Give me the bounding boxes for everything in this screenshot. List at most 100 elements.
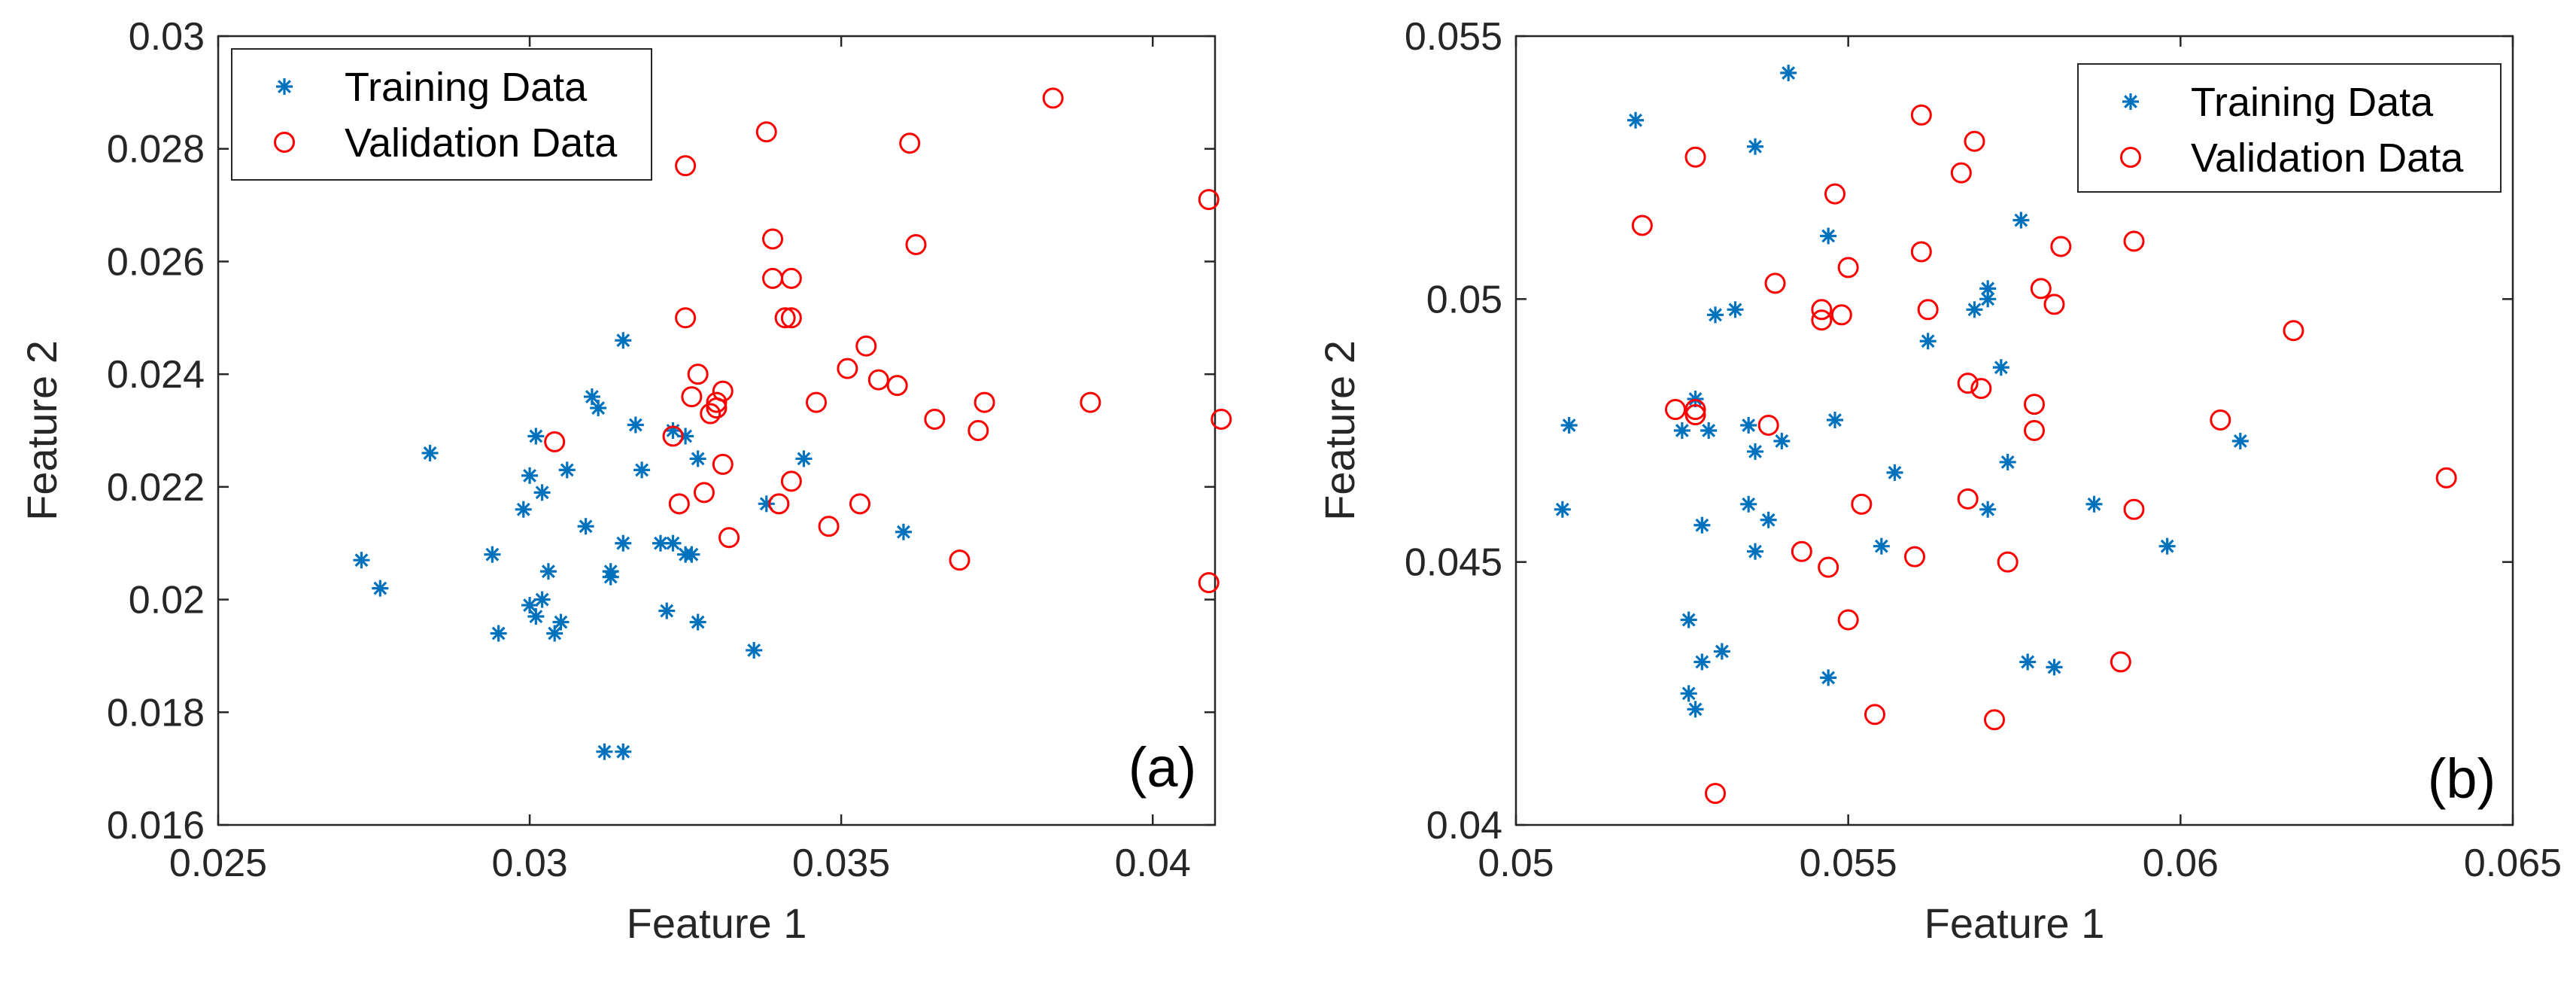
- validation-point: [2050, 236, 2072, 257]
- validation-point: [1904, 546, 1925, 568]
- legend-circle-icon: [274, 132, 295, 153]
- panel-label-b: (b): [2428, 747, 2496, 810]
- training-point: [2085, 495, 2103, 513]
- training-point: [527, 428, 545, 445]
- legend-marker-training-a: [276, 78, 293, 95]
- training-point: [1886, 464, 1903, 481]
- validation-point: [899, 132, 921, 154]
- x-tick-label: 0.03: [491, 841, 567, 885]
- training-point: [1740, 495, 1757, 513]
- validation-point: [2210, 409, 2231, 431]
- training-point: [577, 518, 594, 535]
- validation-point: [2024, 394, 2045, 415]
- training-point: [1979, 501, 1997, 518]
- training-point: [1780, 64, 1797, 81]
- validation-point: [1791, 540, 1812, 562]
- validation-point: [2435, 467, 2457, 488]
- validation-point: [2283, 320, 2304, 342]
- training-point: [1627, 111, 1644, 129]
- y-tick-label: 0.03: [129, 15, 205, 59]
- legend-asterisk-icon: [2122, 93, 2139, 110]
- training-point: [2158, 537, 2176, 555]
- training-point: [615, 743, 632, 760]
- training-point: [527, 608, 545, 625]
- validation-point: [780, 307, 802, 329]
- validation-point: [2123, 230, 2145, 252]
- validation-point: [1837, 257, 1859, 278]
- validation-point: [849, 493, 870, 515]
- validation-point: [1080, 391, 1101, 413]
- validation-point: [1957, 488, 1979, 510]
- training-point: [515, 501, 532, 518]
- training-point: [521, 597, 539, 614]
- training-point: [1760, 511, 1777, 528]
- y-tick-label: 0.045: [1405, 541, 1502, 585]
- training-point: [521, 467, 539, 484]
- training-point: [583, 388, 600, 406]
- validation-point: [968, 420, 989, 441]
- legend-circle-icon: [2120, 147, 2141, 168]
- training-point: [2231, 432, 2249, 449]
- training-point: [689, 450, 706, 467]
- training-point: [546, 625, 564, 642]
- training-point: [1820, 669, 1837, 686]
- validation-point: [687, 364, 709, 385]
- training-point: [1747, 543, 1763, 560]
- training-point: [490, 625, 507, 642]
- points-a: [353, 87, 1232, 760]
- training-point: [1700, 422, 1718, 439]
- validation-point: [867, 369, 889, 391]
- training-point: [746, 641, 763, 659]
- validation-point: [1684, 404, 1706, 426]
- y-tick-label: 0.055: [1405, 15, 1502, 59]
- training-point: [1694, 653, 1711, 671]
- legend-box-a: [231, 48, 652, 181]
- validation-point: [718, 527, 740, 549]
- validation-point: [1631, 215, 1653, 236]
- validation-point: [1917, 299, 1939, 321]
- y-tick-label: 0.02: [129, 579, 205, 622]
- points-b: [1554, 64, 2457, 805]
- y-tick-label: 0.04: [1426, 804, 1502, 848]
- training-point: [1680, 685, 1697, 702]
- training-point: [664, 534, 682, 552]
- validation-point: [700, 403, 721, 425]
- x-axis-label-a: Feature 1: [627, 899, 807, 947]
- legend-label-validation-a: Validation Data: [345, 120, 618, 166]
- training-point: [1999, 453, 2016, 470]
- training-point: [1992, 359, 2009, 376]
- x-axis-label-b: Feature 1: [1924, 899, 2105, 947]
- validation-point: [675, 155, 697, 177]
- validation-point: [1824, 183, 1845, 205]
- legend-a: Training Data Validation Data: [231, 48, 652, 181]
- training-point: [689, 613, 706, 631]
- validation-point: [1198, 572, 1220, 594]
- validation-point: [668, 493, 690, 515]
- validation-point: [2043, 294, 2065, 315]
- validation-point: [818, 516, 840, 537]
- validation-point: [768, 493, 790, 515]
- training-point: [658, 602, 676, 619]
- training-point: [2012, 212, 2030, 229]
- validation-point: [675, 307, 697, 329]
- validation-point: [2123, 498, 2145, 520]
- validation-point: [855, 335, 877, 357]
- legend-asterisk-icon: [276, 78, 293, 95]
- validation-point: [837, 358, 858, 379]
- legend-b: Training Data Validation Data: [2077, 63, 2502, 193]
- validation-point: [1837, 609, 1859, 631]
- validation-point: [1864, 704, 1885, 726]
- validation-point: [780, 267, 802, 289]
- validation-point: [1997, 551, 2019, 573]
- validation-point: [924, 409, 946, 431]
- legend-label-training-a: Training Data: [345, 65, 588, 110]
- validation-point: [1764, 272, 1786, 294]
- validation-point: [693, 482, 715, 504]
- validation-point: [1757, 415, 1779, 437]
- validation-point: [762, 228, 784, 250]
- validation-point: [2030, 278, 2052, 300]
- validation-point: [1811, 299, 1833, 321]
- training-point: [552, 613, 570, 631]
- training-point: [2046, 659, 2063, 676]
- validation-point: [949, 549, 971, 571]
